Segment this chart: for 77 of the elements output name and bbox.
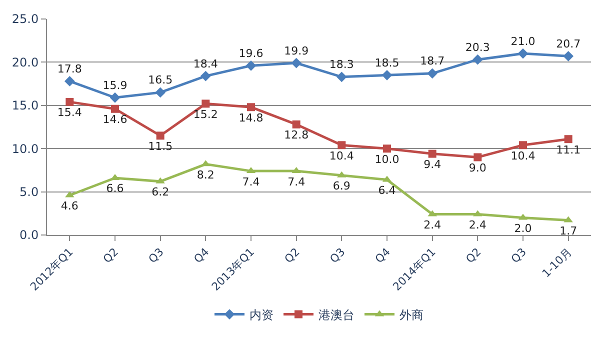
data-label: 8.2 [196, 168, 214, 182]
point [246, 60, 256, 71]
data-label: 18.3 [329, 58, 354, 72]
data-label: 18.5 [374, 56, 400, 70]
y-tick-label: 15.0 [12, 98, 39, 113]
data-label: 21.0 [510, 34, 536, 48]
data-label: 11.5 [148, 140, 173, 153]
data-label: 6.6 [106, 182, 124, 196]
data-label: 9.0 [468, 161, 486, 174]
point [474, 153, 482, 162]
data-label: 16.5 [148, 74, 173, 87]
data-label: 19.9 [284, 44, 309, 58]
point [427, 68, 438, 79]
data-label: 11.1 [556, 143, 581, 156]
point [64, 76, 75, 86]
point [564, 135, 572, 144]
point [563, 50, 574, 62]
data-label: 19.6 [238, 46, 264, 60]
point [338, 141, 346, 150]
data-label: 10.4 [510, 149, 536, 162]
point [247, 103, 255, 112]
x-tick-label: Q3 [146, 246, 166, 266]
data-label: 18.4 [193, 57, 218, 70]
point [383, 144, 391, 153]
y-tick-label: 20.0 [12, 55, 39, 70]
point [336, 72, 347, 82]
y-tick-label: 10.0 [12, 142, 39, 156]
point [518, 48, 528, 59]
point [155, 87, 166, 98]
y-tick-label: 5.0 [20, 185, 39, 199]
point [291, 58, 302, 68]
data-label: 2.0 [514, 222, 532, 235]
data-label: 14.6 [102, 113, 128, 126]
x-tick-label: Q2 [100, 246, 122, 266]
y-tick-label: 0.0 [20, 228, 39, 242]
legend-label: 内资 [250, 308, 274, 322]
data-label: 7.4 [288, 175, 306, 188]
point [110, 92, 120, 103]
legend-label: 外商 [400, 308, 424, 322]
y-tick-label: 25.0 [12, 12, 39, 26]
x-tick-label: Q3 [508, 246, 530, 266]
x-tick-label: Q4 [191, 246, 212, 266]
data-label: 12.8 [284, 128, 309, 142]
data-label: 1.7 [560, 224, 578, 238]
data-label: 6.9 [332, 180, 350, 193]
point [519, 141, 527, 150]
data-label: 15.9 [102, 78, 128, 92]
data-label: 14.8 [238, 111, 264, 124]
point [428, 150, 436, 158]
data-label: 9.4 [424, 158, 442, 172]
x-tick-label: Q2 [463, 246, 484, 266]
point [156, 132, 164, 140]
data-label: 20.3 [465, 40, 490, 54]
data-label: 6.4 [378, 184, 396, 197]
point [66, 98, 74, 106]
data-label: 6.2 [152, 186, 170, 199]
data-label: 2.4 [468, 218, 486, 232]
point [292, 120, 300, 128]
x-tick-label: Q3 [327, 246, 348, 266]
data-label: 2.4 [424, 218, 442, 232]
data-label: 7.4 [242, 175, 260, 188]
legend-label: 港澳台 [318, 308, 354, 322]
x-tick-label: Q2 [282, 246, 302, 266]
x-tick-label: Q4 [372, 246, 394, 266]
point [111, 104, 119, 113]
data-label: 15.4 [57, 106, 82, 120]
data-label: 4.6 [60, 200, 78, 213]
point [472, 54, 483, 65]
point [200, 70, 211, 82]
data-label: 10.4 [329, 149, 354, 162]
data-label: 15.2 [193, 108, 218, 121]
data-label: 18.7 [420, 54, 445, 68]
data-label: 10.0 [374, 152, 400, 166]
data-label: 20.7 [556, 37, 581, 50]
point [382, 70, 392, 80]
data-label: 17.8 [57, 62, 82, 76]
point [202, 100, 210, 108]
